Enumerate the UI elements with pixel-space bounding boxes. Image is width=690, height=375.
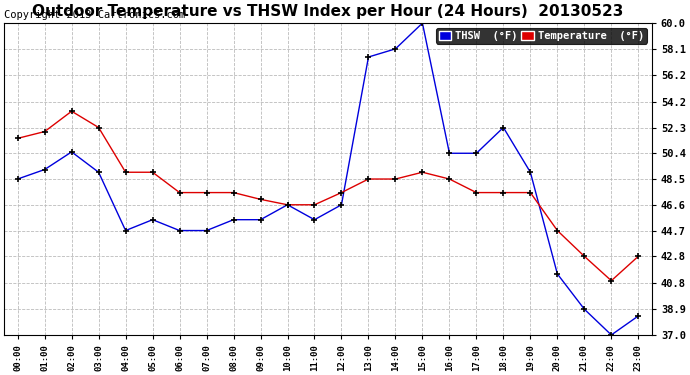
Legend: THSW  (°F), Temperature  (°F): THSW (°F), Temperature (°F)	[436, 28, 647, 44]
Title: Outdoor Temperature vs THSW Index per Hour (24 Hours)  20130523: Outdoor Temperature vs THSW Index per Ho…	[32, 4, 624, 19]
Text: Copyright 2013 Cartronics.com: Copyright 2013 Cartronics.com	[4, 10, 186, 20]
